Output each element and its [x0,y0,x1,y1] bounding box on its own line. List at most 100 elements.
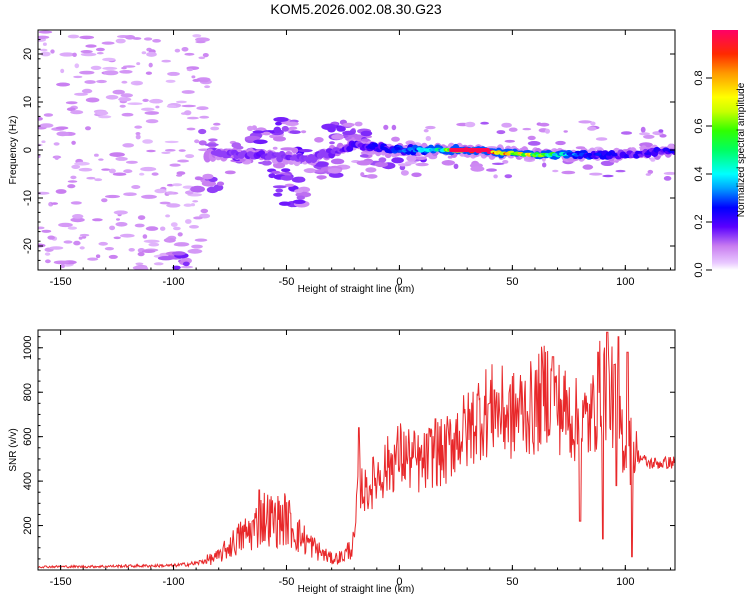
spectrogram-speckle [116,218,120,221]
spectrogram-speckle [137,252,145,257]
spectrogram-speckle [480,121,489,125]
x-tick-label: 50 [506,276,518,288]
spectrogram-speckle [55,189,67,194]
spectrogram-blob [216,181,225,186]
spectrogram-speckle [542,162,547,168]
spectrogram-speckle [174,48,181,53]
spectrogram-speckle [191,244,203,249]
spectrogram-blob [374,161,389,168]
spectrogram-speckle [81,88,93,94]
spectrogram-speckle [191,75,196,79]
spectrogram-speckle [47,235,55,240]
spectrogram-speckle [121,112,134,117]
spectrogram-speckle [38,117,43,121]
spectrogram-speckle [522,127,532,131]
spectrogram-y-label: Frequency (Hz) [8,116,19,185]
spectrogram-speckle [123,65,136,68]
spectrogram-speckle [491,162,505,165]
colorbar-tick-label: 0.0 [693,262,705,277]
spectrogram-blob [157,256,174,261]
colorbar-ticks: 0.0 0.2 0.4 0.6 0.8 [693,70,712,278]
spectrogram-speckle [508,127,518,132]
spectrogram-speckle [527,141,541,146]
x-tick-label: 50 [506,576,518,588]
spectrogram-speckle [175,100,187,104]
spectrogram-speckle [400,170,409,176]
spectrogram-speckle [164,140,179,144]
spectrogram-speckle [94,153,99,157]
spectrogram-speckle [272,146,278,150]
spectrogram-speckle [38,30,53,34]
spectrogram-speckle [74,92,88,96]
spectrogram-speckle [165,214,171,218]
x-tick-label: -50 [279,576,295,588]
spectrogram-speckle [496,130,506,135]
spectrogram-speckle [493,174,498,179]
spectrogram-speckle [153,262,164,266]
x-tick-label: 0 [396,276,402,288]
snr-x-label: Height of straight line (km) [298,584,415,595]
spectrogram-speckle [98,158,104,161]
spectrogram-speckle [464,121,476,128]
spectrogram-speckle [43,113,54,117]
spectrogram-speckle [42,42,47,46]
spectrogram-speckle [192,34,202,38]
y-tick-label: -10 [22,190,34,206]
spectrogram-speckle [165,237,171,242]
spectrogram-speckle [137,215,146,221]
spectrogram-speckle [441,160,455,166]
spectrogram-speckle [70,201,82,205]
spectrogram-speckle [139,172,145,176]
spectrogram-ridge-core [635,150,641,154]
spectrogram-blob [271,170,281,174]
spectrogram-speckle [589,172,603,176]
colorbar-tick-label: 0.4 [693,166,705,181]
spectrogram-speckle [190,203,195,207]
spectrogram-speckle [127,102,143,105]
spectrogram-speckle [177,159,190,163]
spectrogram-speckle [141,107,155,112]
spectrogram-speckle [98,115,112,119]
spectrogram-peak [449,148,490,152]
spectrogram-speckle [79,70,95,75]
spectrogram-speckle [141,51,147,55]
spectrogram-speckle [53,142,60,146]
spectrogram-speckle [180,265,194,269]
spectrogram-speckle [142,234,148,239]
spectrogram-speckle [95,254,101,258]
spectrogram-speckle [166,104,177,108]
spectrogram-speckle [202,53,209,58]
spectrogram-speckle [41,140,46,143]
spectrogram-speckle [186,116,199,120]
spectrogram-speckle [70,175,77,180]
spectrogram-speckle [415,162,429,167]
spectrogram-speckle [60,68,65,74]
spectrogram-speckle [486,168,497,172]
spectrogram-speckle [165,79,176,83]
x-tick-label: -50 [279,276,295,288]
spectrogram-speckle [142,98,149,102]
spectrogram-blob [272,185,287,189]
spectrogram-blob [244,135,261,141]
spectrogram-speckle [561,170,576,175]
spectrogram-speckle [113,236,121,240]
spectrogram-speckle [639,132,650,136]
spectrogram-speckle [178,149,186,152]
spectrogram-blob [328,172,344,178]
spectrogram-ridge-core [606,151,612,156]
spectrogram-blob [289,130,301,135]
spectrogram-speckle [135,132,141,136]
spectrogram-speckle [143,37,153,41]
y-tick-label: -20 [22,238,34,254]
spectrogram-marks [38,30,675,270]
spectrogram-speckle [555,140,566,146]
colorbar-label: Normalized spectral amplitude [736,82,747,217]
spectrogram-speckle [143,239,160,243]
spectrogram-blob [280,147,296,151]
spectrogram-plot-area [38,30,675,270]
spectrogram-blob [342,130,355,136]
spectrogram-speckle [94,178,103,182]
spectrogram-speckle [161,59,172,63]
spectrogram-speckle [56,82,71,87]
spectrogram-speckle [49,246,64,250]
